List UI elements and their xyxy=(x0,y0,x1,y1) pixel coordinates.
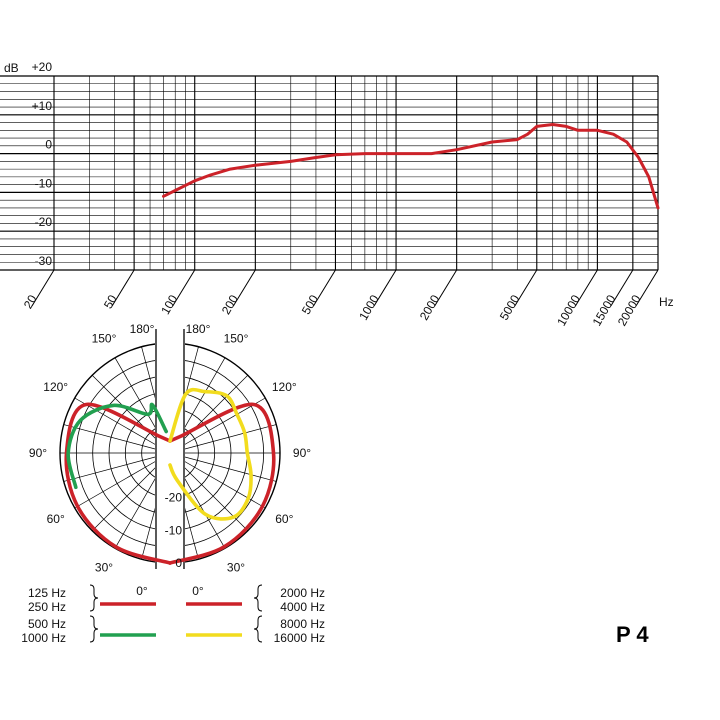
x-tick-label: 200 xyxy=(219,292,241,317)
polar-spoke xyxy=(74,458,160,509)
model-name: P 4 xyxy=(616,622,649,647)
polar-radial-label: -10 xyxy=(165,523,183,537)
polar-curve xyxy=(168,402,276,565)
polar-angle-label: 60° xyxy=(47,512,65,526)
polar-angle-label: 90° xyxy=(293,446,311,460)
legend-brace xyxy=(89,615,99,643)
legend-label: 2000 Hz xyxy=(280,586,325,600)
y-tick-label: -30 xyxy=(35,254,53,268)
x-tick-mark xyxy=(574,269,598,307)
x-tick-label: 5000 xyxy=(497,292,523,322)
x-tick-label: 100 xyxy=(158,292,180,317)
polar-series xyxy=(64,387,276,565)
y-tick-label: 0 xyxy=(45,138,52,152)
x-tick-label: 20 xyxy=(21,292,40,311)
polar-spoke xyxy=(91,461,162,532)
polar-spoke xyxy=(181,455,277,482)
frequency-response-series xyxy=(162,123,660,210)
polar-spoke xyxy=(63,424,159,451)
y-tick-label: +10 xyxy=(32,99,53,113)
legend-label: 125 Hz xyxy=(28,586,66,600)
polar-angle-label: 90° xyxy=(29,446,47,460)
x-tick-mark xyxy=(373,269,397,307)
x-tick-label: 50 xyxy=(101,292,120,311)
legend-brace xyxy=(253,615,263,643)
polar-curve xyxy=(168,387,253,521)
polar-radial-label: 0 xyxy=(175,556,182,570)
polar-angle-label: 180° xyxy=(130,322,155,336)
legend-label: 16000 Hz xyxy=(274,631,325,645)
legend-label: 4000 Hz xyxy=(280,600,325,614)
legend-label: 500 Hz xyxy=(28,617,66,631)
polar-spoke xyxy=(74,397,160,448)
x-tick-mark xyxy=(313,269,336,307)
polar-grid xyxy=(59,327,281,579)
polar-spoke xyxy=(63,455,159,482)
x-tick-label: 15000 xyxy=(590,292,619,328)
polar-angle-label: 120° xyxy=(272,380,297,394)
x-tick-mark xyxy=(232,269,256,307)
frequency-response-grid xyxy=(0,75,659,271)
polar-angle-label: 60° xyxy=(275,512,293,526)
polar-angle-label: 0° xyxy=(192,584,204,598)
x-tick-mark xyxy=(610,269,634,307)
legend-brace xyxy=(253,584,263,612)
x-axis-label: Hz xyxy=(659,295,674,309)
polar-angle-label: 120° xyxy=(43,380,68,394)
polar-spoke xyxy=(178,374,249,445)
y-tick-label: +20 xyxy=(32,60,53,74)
x-tick-mark xyxy=(111,269,135,307)
y-tick-label: -10 xyxy=(35,176,53,190)
polar-radial-label: -20 xyxy=(165,491,183,505)
x-tick-mark xyxy=(172,269,196,307)
polar-spoke xyxy=(180,458,266,509)
legend-label: 8000 Hz xyxy=(280,617,325,631)
polar-spoke xyxy=(178,461,249,532)
x-tick-mark xyxy=(514,269,538,307)
polar-angle-label: 150° xyxy=(92,332,117,346)
x-tick-label: 10000 xyxy=(554,292,583,328)
y-axis-label: dB xyxy=(4,61,19,75)
legend-label: 250 Hz xyxy=(28,600,66,614)
polar-angle-label: 180° xyxy=(186,322,211,336)
x-tick-label: 20000 xyxy=(615,292,644,328)
x-tick-label: 500 xyxy=(299,292,321,317)
polar-angle-label: 150° xyxy=(224,332,249,346)
legend-label: 1000 Hz xyxy=(21,631,66,645)
polar-curve xyxy=(66,402,168,490)
polar-spoke xyxy=(180,397,266,448)
legend-brace xyxy=(89,584,99,612)
x-tick-label: 1000 xyxy=(356,292,382,322)
frequency-response-ticks: +20 +10 0 -10 -20 -30 20 50 100 200 500 1000 2000 500… xyxy=(21,60,659,328)
polar-angle-label: 0° xyxy=(136,584,148,598)
y-tick-label: -20 xyxy=(35,215,53,229)
polar-labels: 0° 0° 30° 30° 60° 60° 90° 90° 120° 120° 150° 150° 18… xyxy=(29,322,311,598)
x-tick-mark xyxy=(31,269,55,307)
polar-angle-label: 30° xyxy=(227,560,245,574)
x-tick-mark xyxy=(434,269,458,307)
x-tick-mark xyxy=(635,269,659,307)
polar-angle-label: 30° xyxy=(95,560,113,574)
polar-gap xyxy=(155,327,185,579)
x-tick-label: 2000 xyxy=(417,292,443,322)
frequency-response-line xyxy=(162,123,660,210)
polar-spoke xyxy=(181,424,277,451)
